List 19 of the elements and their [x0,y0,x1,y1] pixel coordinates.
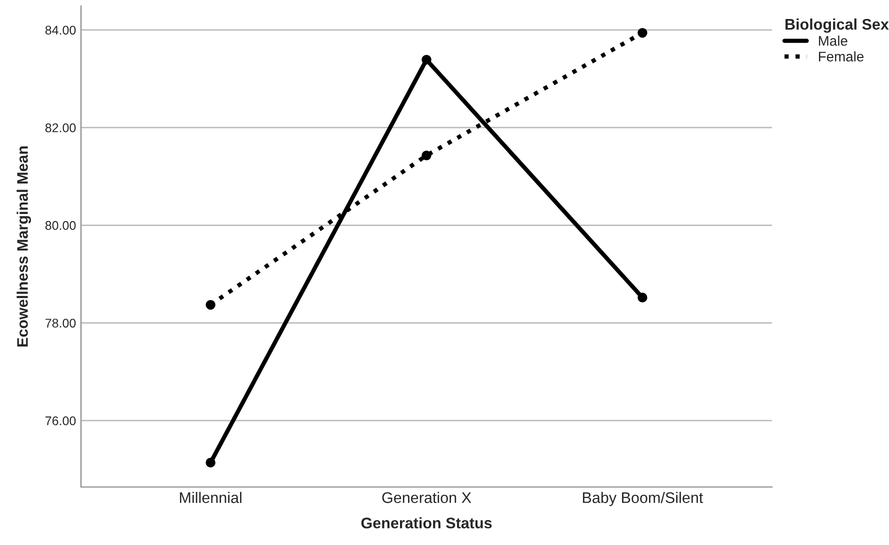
y-tick-label: 84.00 [45,26,76,35]
point [206,300,216,310]
point [422,150,432,160]
x-tick-label: Generation X [382,492,472,504]
point [206,458,216,468]
point [422,54,432,65]
legend-label: Male [818,36,848,46]
legend-label: Female [818,51,864,62]
point [638,292,648,302]
y-tick-label: 82.00 [45,123,76,132]
y-tick-label: 80.00 [45,221,76,230]
x-tick-label: Baby Boom/Silent [582,492,704,506]
y-axis-title: Ecowellness Marginal Mean [16,146,31,347]
x-axis-title: Generation Status [361,517,492,528]
y-tick-label: 78.00 [46,318,76,328]
point [638,28,648,38]
legend-title: Biological Sex [786,18,889,33]
y-tick-label: 76.00 [46,416,76,426]
x-tick-label: Millennial [180,492,242,504]
